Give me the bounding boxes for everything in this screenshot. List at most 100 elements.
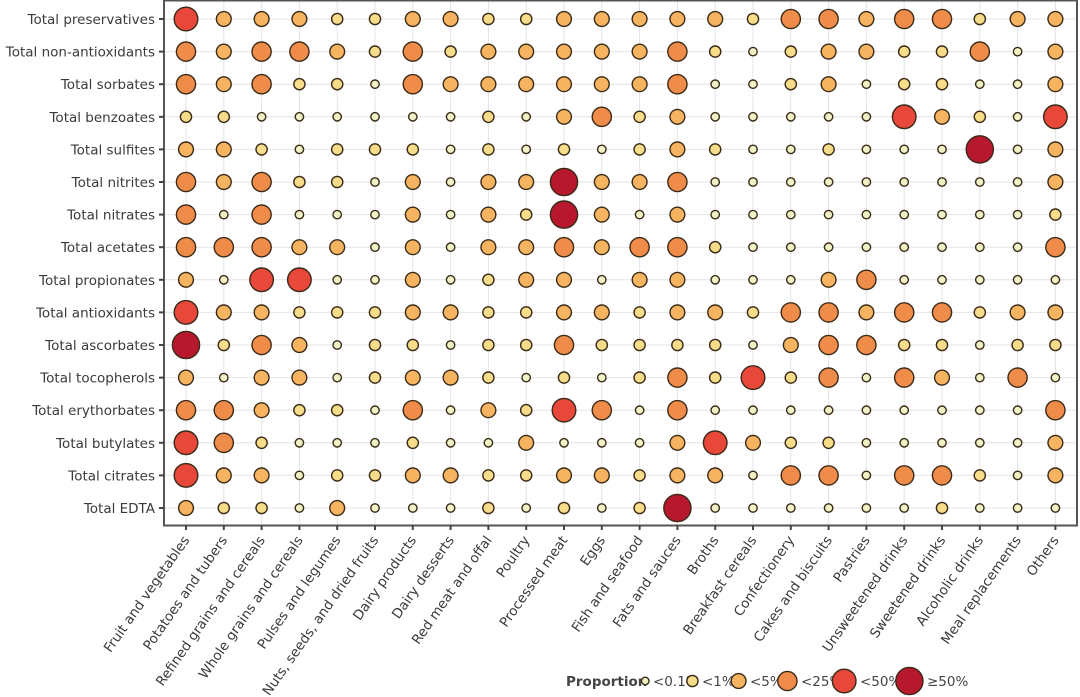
bubble-marker [291,239,308,256]
bubble-marker [785,111,796,122]
legend-marker [777,670,798,692]
bubble-marker [974,503,985,513]
bubble-marker [785,209,796,220]
plot-frame [163,0,1078,527]
bubble-marker [173,6,199,32]
bubble-marker [818,302,839,323]
bubble-marker [935,501,949,515]
bubble-marker [669,141,686,158]
bubble-marker [404,271,421,288]
bubble-marker [748,111,758,122]
bubble-marker [861,111,872,122]
bubble-marker [442,369,459,386]
bubble-marker [667,41,688,62]
bubble-marker [633,501,646,515]
bubble-marker [177,141,195,158]
bubble-marker [893,8,915,30]
bubble-marker [445,177,456,187]
bubble-marker [710,79,721,90]
bubble-marker [780,8,802,30]
y-tick-label: Total EDTA [83,501,156,517]
bubble-marker [893,367,915,388]
bubble-marker [286,267,312,293]
bubble-marker [368,469,382,482]
bubble-marker [933,369,951,386]
bubble-marker [294,437,305,448]
bubble-marker [370,274,380,285]
bubble-marker [406,143,420,156]
legend-marker [895,666,924,696]
bubble-marker [1049,338,1062,352]
bubble-marker [1047,434,1064,451]
bubble-marker [251,204,272,225]
bubble-marker [1042,104,1068,130]
bubble-marker [482,143,495,156]
bubble-marker [330,12,344,26]
y-axis: Total preservatives Total non-antioxidant… [5,12,164,517]
bubble-marker [937,177,947,187]
bubble-marker [251,334,272,356]
bubble-marker [217,338,231,352]
bubble-marker [332,372,343,383]
bubble-marker [445,242,456,253]
bubble-marker [669,108,686,125]
bubble-marker [748,340,758,350]
bubble-marker [177,369,195,386]
bubble-marker [1012,437,1023,448]
bubble-marker [861,372,872,383]
bubble-marker [634,437,645,448]
bubble-marker [519,208,533,221]
bubble-marker [404,206,421,223]
bubble-marker [784,45,798,58]
bubble-marker [177,271,195,288]
bubble-marker [823,405,834,416]
x-tick-label: Eggs [577,533,609,569]
bubble-marker [710,177,721,187]
bubble-marker [1012,46,1023,57]
bubble-marker [708,45,722,58]
bubble-marker [861,405,872,416]
bubble-marker [332,111,343,122]
bubble-marker [215,43,232,60]
bubble-marker [973,306,987,319]
bubble-marker [177,499,195,517]
y-tick-label: Total butylates [55,436,155,452]
bubble-marker [213,399,235,421]
bubble-marker [332,340,343,350]
bubble-marker [897,45,911,58]
bubble-marker [1009,10,1026,28]
bubble-marker [861,209,872,220]
bubble-marker [218,209,229,220]
bubble-marker [858,10,875,28]
bubble-marker [370,111,380,122]
bubble-marker [856,269,877,291]
bubble-marker [818,334,839,356]
bubble-marker [1045,236,1066,258]
bubble-marker [215,141,232,158]
bubble-marker [1047,76,1064,93]
bubble-marker [1012,79,1023,90]
bubble-marker [899,209,910,220]
bubble-marker [1012,177,1023,187]
bubble-marker [780,465,802,486]
x-tick-label: Processed meat [497,533,572,630]
bubble-marker [213,236,235,258]
bubble-marker [1007,367,1028,388]
bubble-marker [818,8,839,30]
bubble-marker [253,304,270,321]
bubble-marker [708,240,722,254]
bubble-marker [370,503,380,513]
bubble-marker [899,144,910,155]
bubble-marker [822,143,835,156]
bubble-marker [974,177,985,187]
y-tick-label: Total sulfites [70,142,155,158]
bubble-marker [785,274,796,285]
bubble-marker [175,171,197,193]
bubble-marker [1012,470,1023,481]
bubble-marker [1012,503,1023,513]
bubble-marker [404,10,421,28]
bubble-marker [931,465,953,486]
bubble-marker [480,43,497,60]
bubble-marker [175,73,197,95]
legend-marker [831,668,857,694]
